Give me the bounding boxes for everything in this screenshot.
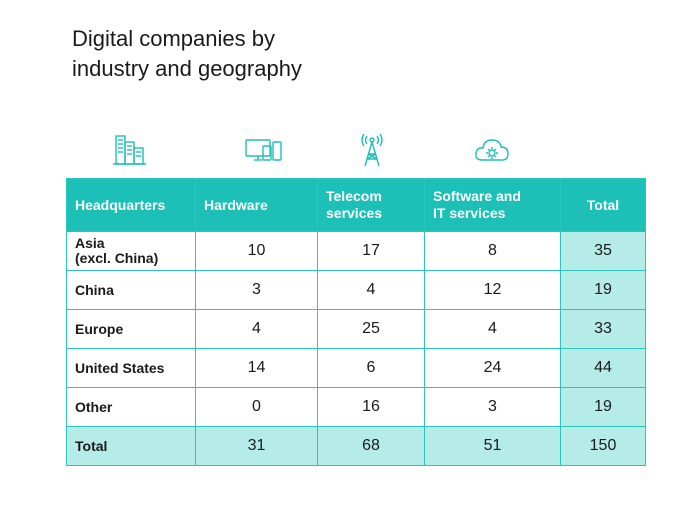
cell-hardware: 10: [195, 231, 318, 271]
cell-telecom: 17: [317, 231, 425, 271]
table-row-china: China 3 4 12 19: [66, 270, 646, 310]
header-hardware: Hardware: [195, 178, 318, 232]
table-row-total: Total 31 68 51 150: [66, 426, 646, 466]
cell-software: 8: [424, 231, 561, 271]
cell-software: 51: [424, 426, 561, 466]
devices-icon: [243, 132, 283, 168]
header-total: Total: [560, 178, 646, 232]
cell-software: 4: [424, 309, 561, 349]
header-software-it-services: Software and IT services: [424, 178, 561, 232]
chart-title: Digital companies by industry and geogra…: [72, 24, 432, 84]
header-row: Headquarters Hardware Telecom services So…: [66, 178, 646, 232]
cell-telecom: 4: [317, 270, 425, 310]
row-label: Asia (excl. China): [66, 231, 196, 271]
row-label: China: [66, 270, 196, 310]
cell-total: 35: [560, 231, 646, 271]
cell-hardware: 3: [195, 270, 318, 310]
cell-hardware: 0: [195, 387, 318, 427]
row-label: Total: [66, 426, 196, 466]
row-label: Europe: [66, 309, 196, 349]
cell-telecom: 6: [317, 348, 425, 388]
header-telecom-services: Telecom services: [317, 178, 425, 232]
cell-total: 33: [560, 309, 646, 349]
cell-software: 3: [424, 387, 561, 427]
cell-hardware: 14: [195, 348, 318, 388]
table-row-europe: Europe 4 25 4 33: [66, 309, 646, 349]
signal-tower-icon: [352, 132, 392, 168]
row-label: United States: [66, 348, 196, 388]
table-row-asia: Asia (excl. China) 10 17 8 35: [66, 231, 646, 271]
cell-total: 150: [560, 426, 646, 466]
header-headquarters: Headquarters: [66, 178, 196, 232]
cell-hardware: 4: [195, 309, 318, 349]
table-row-other: Other 0 16 3 19: [66, 387, 646, 427]
cell-total: 19: [560, 270, 646, 310]
data-table: Headquarters Hardware Telecom services So…: [66, 178, 646, 466]
cell-software: 12: [424, 270, 561, 310]
office-buildings-icon: [110, 132, 150, 168]
cell-telecom: 68: [317, 426, 425, 466]
cell-total: 19: [560, 387, 646, 427]
chart-title-line-1: Digital companies by: [72, 26, 275, 51]
row-label: Other: [66, 387, 196, 427]
cell-hardware: 31: [195, 426, 318, 466]
cloud-gear-icon: [472, 132, 512, 168]
chart-title-line-2: industry and geography: [72, 56, 302, 81]
cell-telecom: 25: [317, 309, 425, 349]
cell-total: 44: [560, 348, 646, 388]
cell-telecom: 16: [317, 387, 425, 427]
cell-software: 24: [424, 348, 561, 388]
table-row-united-states: United States 14 6 24 44: [66, 348, 646, 388]
